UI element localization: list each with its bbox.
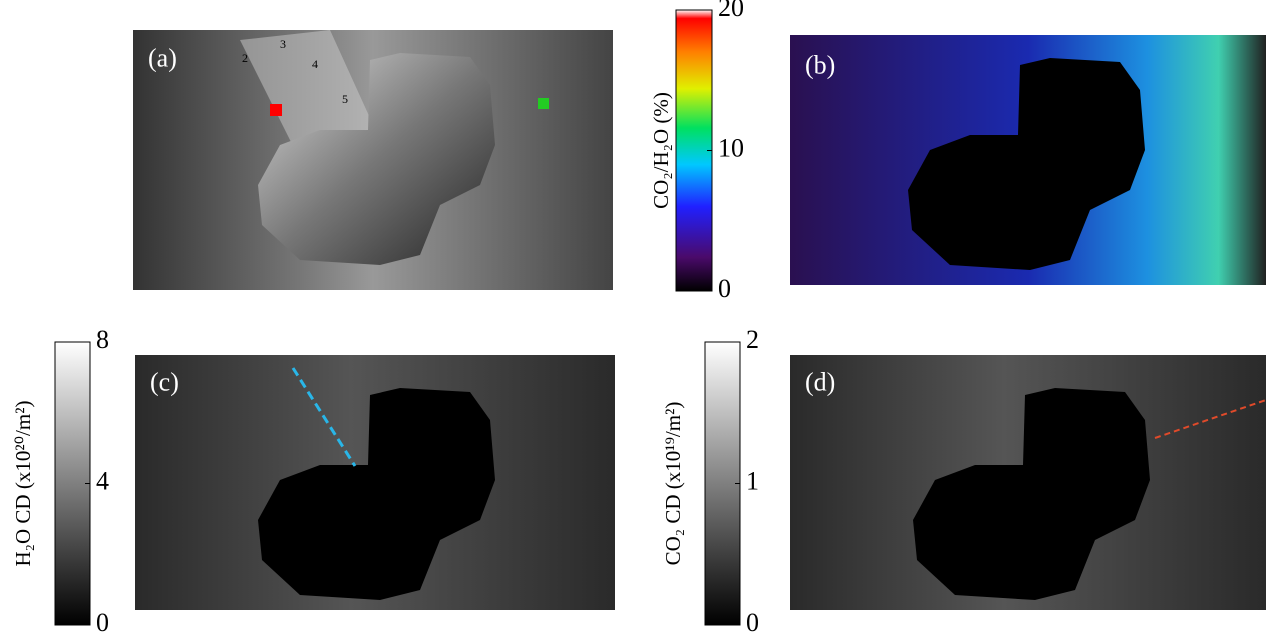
tick-label: 2 [746, 325, 759, 354]
contour-label: 2 [242, 51, 248, 65]
panel-label: (d) [805, 367, 835, 396]
panel-label: (b) [805, 50, 835, 79]
colorbar [54, 341, 91, 626]
colorbar-label: H₂O CD (x10²⁰/m²) [11, 401, 35, 567]
panel-a: (a) [133, 30, 613, 290]
contour-label: 4 [312, 57, 318, 71]
colorbar [675, 9, 713, 292]
tick-label: 10 [718, 133, 744, 162]
tick-label: 1 [746, 466, 759, 495]
panel-c: (c) [135, 355, 615, 610]
marker [270, 104, 282, 116]
contour-label: 3 [280, 37, 286, 51]
tick-label: 4 [96, 466, 109, 495]
marker [538, 98, 549, 109]
dashed-line [291, 367, 357, 467]
tick-label: 20 [718, 0, 744, 22]
contour-label: 5 [342, 92, 348, 106]
tick-label: 0 [746, 608, 759, 637]
tick-label: 0 [96, 608, 109, 637]
panel-b: (b) [790, 35, 1266, 285]
plume [240, 30, 380, 160]
tick-label: 8 [96, 325, 109, 354]
colorbar-label: CO₂ CD (x10¹⁹/m²) [661, 402, 685, 566]
panel-label: (c) [150, 367, 179, 396]
panel-d: (d) [790, 355, 1267, 610]
panel-label: (a) [148, 43, 177, 72]
colorbar [704, 341, 741, 626]
tick-label: 0 [718, 274, 731, 303]
colorbar-label: CO₂/H₂O (%) [649, 92, 673, 209]
